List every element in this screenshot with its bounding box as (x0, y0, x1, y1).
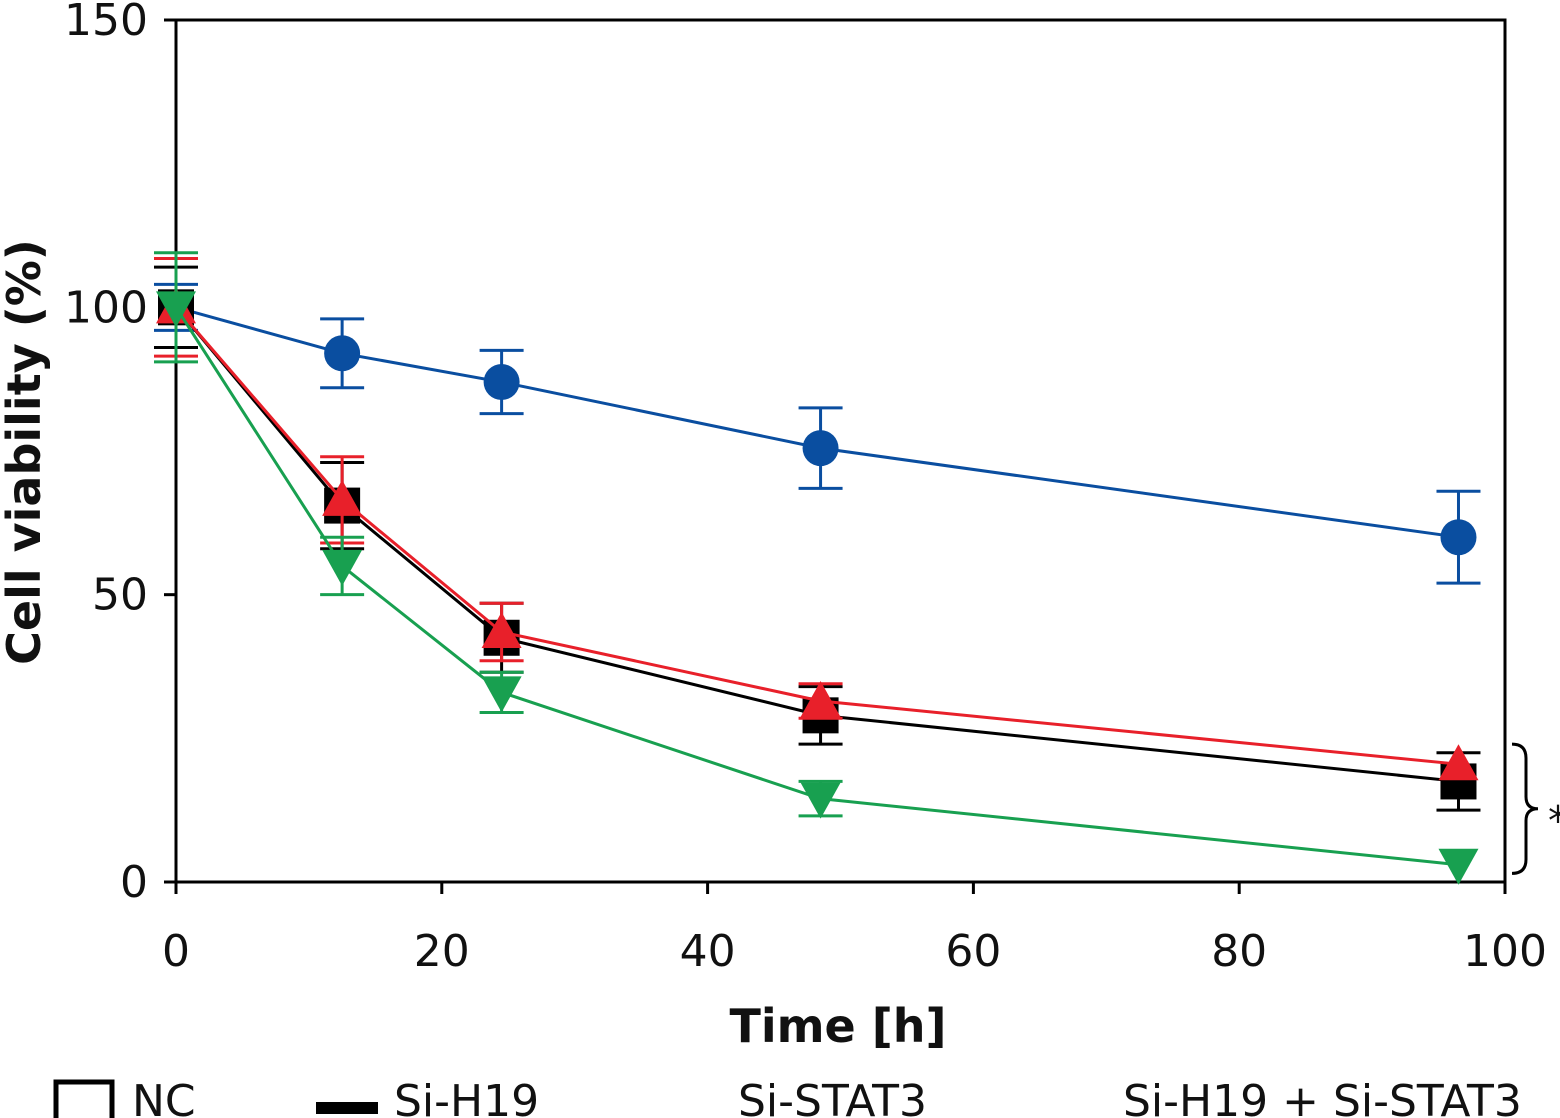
data-point (802, 430, 839, 467)
y-axis: 0 50 100 150 (64, 0, 176, 908)
significance-bracket (1511, 742, 1539, 875)
legend-item: NC (53, 1076, 196, 1118)
y-tick-label: 0 (120, 857, 148, 908)
x-tick-label: 80 (1211, 926, 1267, 977)
legend-swatch (316, 1102, 378, 1114)
data-point (322, 479, 363, 516)
plot-frame (174, 18, 1507, 884)
legend: NC Si-H19 Si-STAT3 Si-H19 + Si-STAT3 (53, 1076, 1522, 1118)
data-point (324, 335, 361, 372)
series-line (175, 305, 1459, 539)
legend-label: Si-H19 (394, 1076, 539, 1118)
y-axis-title: Cell viability (%) (0, 239, 51, 665)
x-tick-label: 20 (414, 926, 470, 977)
data-point (1438, 848, 1479, 885)
plot-border (174, 18, 1507, 884)
data-point (1440, 519, 1477, 556)
x-tick-label: 0 (162, 926, 190, 977)
significance-annotation: * (1511, 742, 1560, 875)
legend-label: NC (132, 1076, 196, 1118)
series-layer (154, 251, 1481, 885)
x-tick-label: 100 (1463, 926, 1547, 977)
data-point (481, 676, 522, 713)
data-point (800, 782, 841, 819)
x-tick-label: 40 (680, 926, 736, 977)
legend-label: Si-STAT3 (738, 1076, 927, 1118)
y-tick-label: 100 (64, 282, 148, 333)
legend-swatch (53, 1079, 115, 1118)
series-si-h19-si-stat3 (154, 251, 1479, 885)
x-axis: 0 20 40 60 80 100 (162, 882, 1547, 977)
data-point (322, 549, 363, 586)
legend-item: Si-H19 + Si-STAT3 (1123, 1076, 1522, 1118)
data-point (1438, 744, 1479, 781)
data-point (800, 680, 841, 717)
legend-item: Si-STAT3 (738, 1076, 927, 1118)
y-tick-label: 150 (64, 0, 148, 46)
data-point (481, 612, 522, 649)
data-point (156, 291, 196, 328)
legend-label: Si-H19 + Si-STAT3 (1123, 1076, 1522, 1118)
significance-asterisk: * (1548, 799, 1560, 845)
x-axis-title: Time [h] (729, 999, 946, 1053)
data-point (483, 364, 520, 401)
x-tick-label: 60 (945, 926, 1001, 977)
legend-item: Si-H19 (316, 1076, 539, 1118)
y-tick-label: 50 (92, 570, 148, 621)
